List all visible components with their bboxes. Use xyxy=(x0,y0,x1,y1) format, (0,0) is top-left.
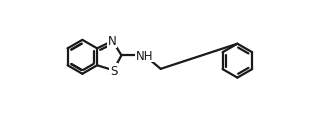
Text: N: N xyxy=(108,35,117,48)
Text: S: S xyxy=(110,64,117,77)
Text: NH: NH xyxy=(136,49,153,62)
